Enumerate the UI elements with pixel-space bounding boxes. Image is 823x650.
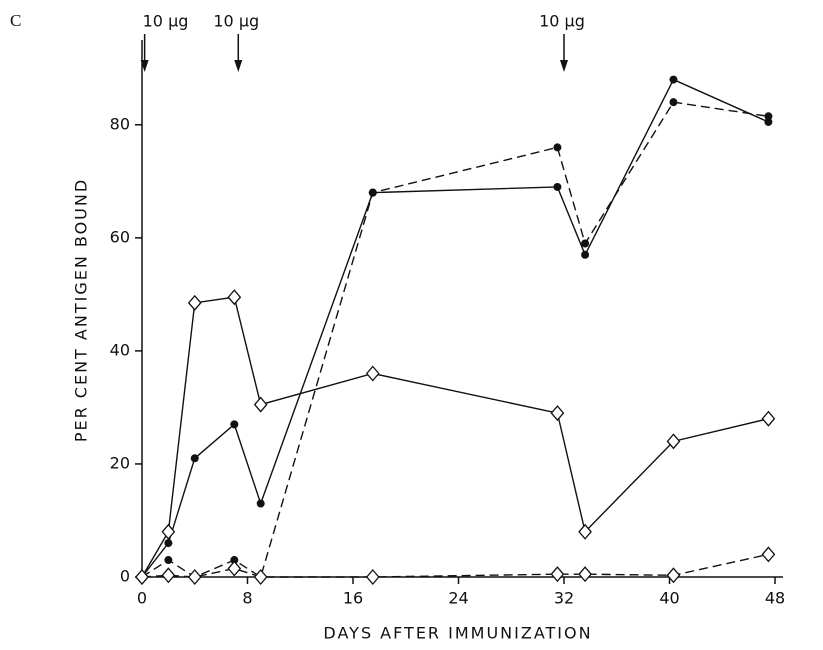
series-line [141, 78, 769, 578]
x-tick-label: 48 [765, 589, 785, 608]
series-line [141, 296, 769, 578]
y-axis-label: PER CENT ANTIGEN BOUND [72, 178, 91, 442]
data-point [666, 567, 681, 584]
annotation-arrowhead [234, 60, 243, 72]
x-tick-label: 32 [554, 589, 574, 608]
y-tick-label: 0 [120, 567, 130, 586]
data-point [187, 294, 202, 311]
data-point [256, 499, 265, 508]
data-point [190, 454, 199, 463]
data-point [553, 182, 562, 191]
data-point [227, 560, 242, 577]
data-point [253, 396, 268, 413]
data-point [764, 117, 773, 126]
annotation-arrowhead [560, 60, 568, 72]
x-tick-label: 16 [343, 589, 363, 608]
data-point [365, 365, 380, 382]
data-point [669, 75, 678, 84]
y-tick-label: 60 [110, 227, 130, 246]
y-tick-label: 20 [110, 453, 130, 472]
data-point [550, 566, 565, 583]
data-point [365, 569, 380, 585]
data-point [161, 567, 176, 584]
data-point [230, 420, 239, 429]
data-point [161, 523, 176, 540]
data-point [581, 239, 590, 248]
data-point [164, 556, 173, 565]
data-point [550, 405, 565, 422]
data-point [669, 98, 678, 107]
data-point [581, 250, 590, 259]
x-axis-label: DAYS AFTER IMMUNIZATION [323, 624, 592, 643]
data-point [578, 566, 592, 583]
data-point [253, 569, 268, 585]
x-tick-label: 0 [137, 589, 147, 608]
data-point [164, 539, 173, 548]
annotation: 10 μg [143, 12, 189, 31]
data-point [368, 188, 377, 197]
panel-label: C [10, 11, 21, 30]
data-point [761, 546, 776, 563]
x-tick-label: 40 [659, 589, 679, 608]
y-tick-label: 40 [110, 340, 130, 359]
annotation: 10 μg [213, 12, 259, 31]
data-point [578, 523, 592, 540]
series-line [141, 101, 769, 579]
data-point [135, 569, 149, 585]
x-tick-label: 8 [242, 589, 252, 608]
data-point [761, 410, 776, 427]
data-point [227, 289, 242, 306]
data-point [230, 556, 239, 565]
data-point [666, 433, 681, 450]
annotation: 10 μg [539, 12, 585, 31]
data-point [764, 112, 773, 121]
data-point [187, 569, 202, 585]
annotation-arrowhead [140, 60, 149, 72]
y-tick-label: 80 [110, 114, 130, 133]
data-point [553, 143, 562, 152]
x-tick-label: 24 [448, 589, 468, 608]
